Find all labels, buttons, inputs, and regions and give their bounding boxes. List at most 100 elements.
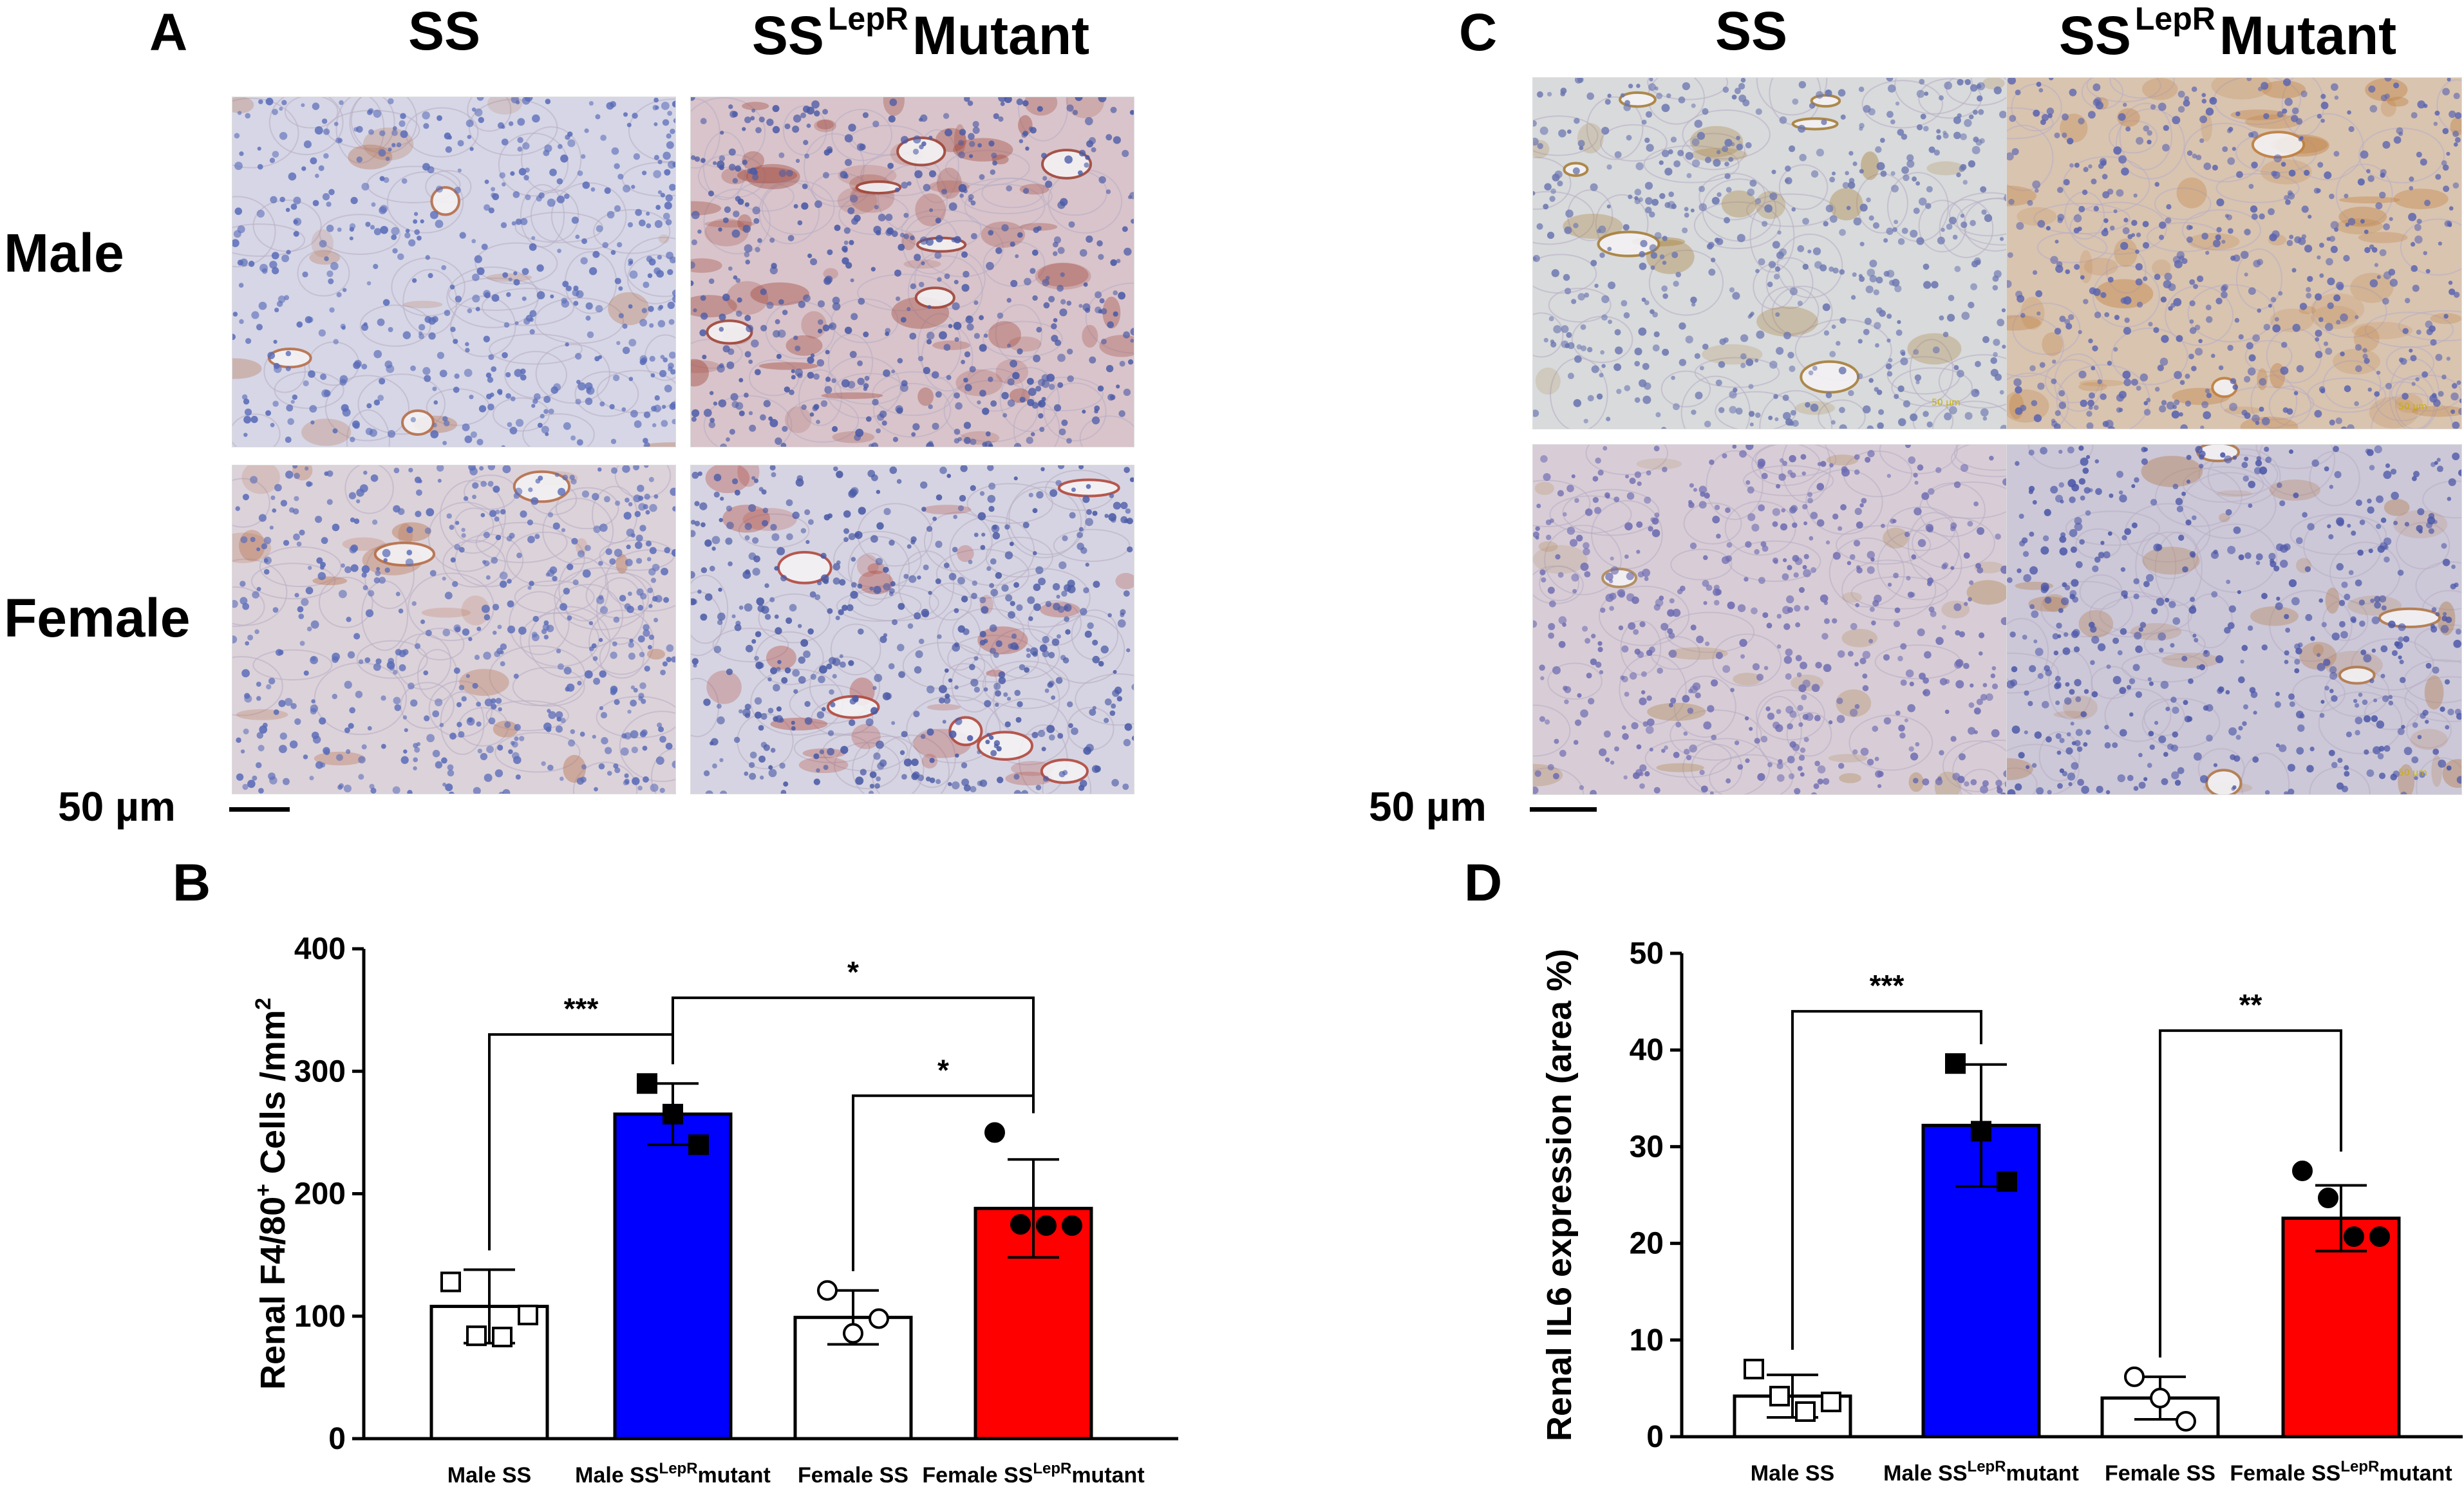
nucleus bbox=[1989, 455, 1994, 461]
nucleus bbox=[617, 242, 623, 248]
tubule bbox=[428, 501, 504, 572]
nucleus bbox=[1625, 474, 1630, 479]
nucleus bbox=[983, 333, 988, 338]
nucleus bbox=[995, 702, 999, 707]
nucleus bbox=[1113, 136, 1121, 144]
tubule bbox=[284, 97, 339, 129]
nucleus bbox=[341, 404, 349, 412]
nucleus bbox=[1661, 285, 1668, 292]
nucleus bbox=[977, 512, 986, 521]
tubule bbox=[2351, 638, 2434, 691]
nucleus bbox=[545, 98, 551, 104]
nucleus bbox=[1849, 708, 1858, 717]
nucleus bbox=[1566, 527, 1575, 535]
nucleus bbox=[1926, 421, 1933, 428]
nucleus bbox=[2279, 744, 2287, 752]
nucleus bbox=[918, 639, 925, 644]
nucleus bbox=[2168, 306, 2173, 311]
nucleus bbox=[2203, 162, 2212, 171]
nucleus bbox=[1795, 655, 1802, 662]
nucleus bbox=[580, 257, 588, 265]
nucleus bbox=[771, 533, 780, 541]
tubule bbox=[847, 536, 910, 600]
nucleus bbox=[2449, 110, 2456, 118]
nucleus bbox=[1977, 527, 1985, 535]
nucleus bbox=[1718, 407, 1725, 413]
nucleus bbox=[576, 439, 583, 446]
nucleus bbox=[1098, 309, 1103, 314]
nucleus bbox=[350, 436, 355, 442]
nucleus bbox=[2446, 765, 2452, 771]
stain-blob bbox=[2250, 606, 2299, 626]
nucleus bbox=[869, 771, 877, 778]
nucleus bbox=[2079, 539, 2085, 545]
nucleus bbox=[2401, 725, 2405, 729]
nucleus bbox=[1650, 309, 1655, 315]
nucleus bbox=[1541, 577, 1547, 583]
nucleus bbox=[1936, 135, 1942, 140]
nucleus bbox=[2050, 256, 2058, 265]
nucleus bbox=[2241, 644, 2248, 651]
nucleus bbox=[923, 367, 930, 375]
nucleus bbox=[1950, 522, 1957, 529]
nucleus bbox=[2075, 729, 2083, 736]
nucleus bbox=[2143, 125, 2150, 132]
nucleus bbox=[1809, 536, 1814, 541]
nucleus bbox=[2376, 370, 2381, 375]
nucleus bbox=[371, 202, 376, 207]
panel-c-col-mutant-post: Mutant bbox=[2219, 5, 2397, 66]
nucleus bbox=[1767, 761, 1773, 767]
nucleus bbox=[745, 644, 753, 653]
nucleus bbox=[2420, 158, 2427, 166]
nucleus bbox=[496, 389, 503, 395]
nucleus bbox=[614, 163, 620, 169]
nucleus bbox=[1716, 150, 1721, 154]
nucleus bbox=[2330, 221, 2339, 230]
nucleus bbox=[2195, 445, 2203, 454]
nucleus bbox=[926, 685, 935, 694]
nucleus bbox=[1566, 129, 1572, 134]
data-point bbox=[1010, 1214, 1031, 1235]
nucleus bbox=[923, 564, 929, 570]
nucleus bbox=[1544, 719, 1550, 725]
nucleus bbox=[2055, 681, 2062, 688]
nucleus bbox=[1897, 655, 1903, 662]
nucleus bbox=[643, 438, 648, 444]
nucleus bbox=[961, 284, 970, 292]
nucleus bbox=[2238, 554, 2244, 561]
nucleus bbox=[2299, 303, 2308, 310]
nucleus bbox=[1015, 254, 1019, 259]
stain-blob bbox=[691, 258, 722, 273]
nucleus bbox=[271, 252, 279, 259]
nucleus bbox=[1057, 733, 1064, 739]
nucleus bbox=[410, 699, 418, 707]
nucleus bbox=[1765, 706, 1771, 711]
nucleus bbox=[1724, 162, 1729, 167]
nucleus bbox=[817, 300, 825, 308]
nucleus bbox=[474, 655, 480, 660]
nucleus bbox=[353, 361, 361, 369]
nucleus bbox=[2187, 716, 2193, 722]
nucleus bbox=[2135, 691, 2143, 698]
data-point bbox=[637, 1073, 657, 1094]
nucleus bbox=[1864, 317, 1872, 325]
nucleus bbox=[1762, 221, 1768, 227]
nucleus bbox=[1010, 601, 1015, 606]
nucleus bbox=[1772, 508, 1781, 516]
nucleus bbox=[2046, 107, 2055, 115]
tubule bbox=[2187, 284, 2275, 342]
tubule bbox=[2007, 124, 2054, 191]
nucleus bbox=[1699, 366, 1704, 371]
nucleus bbox=[1642, 721, 1649, 727]
stain-layer bbox=[1533, 454, 2008, 794]
nucleus bbox=[2330, 245, 2338, 254]
nucleus bbox=[691, 471, 699, 479]
nucleus bbox=[1863, 328, 1870, 335]
nucleus bbox=[1891, 185, 1899, 192]
nucleus bbox=[2422, 371, 2429, 378]
nucleus bbox=[373, 577, 381, 584]
nucleus bbox=[2311, 459, 2319, 467]
nucleus bbox=[627, 709, 632, 714]
nucleus bbox=[2118, 407, 2123, 413]
nucleus bbox=[1776, 483, 1781, 489]
